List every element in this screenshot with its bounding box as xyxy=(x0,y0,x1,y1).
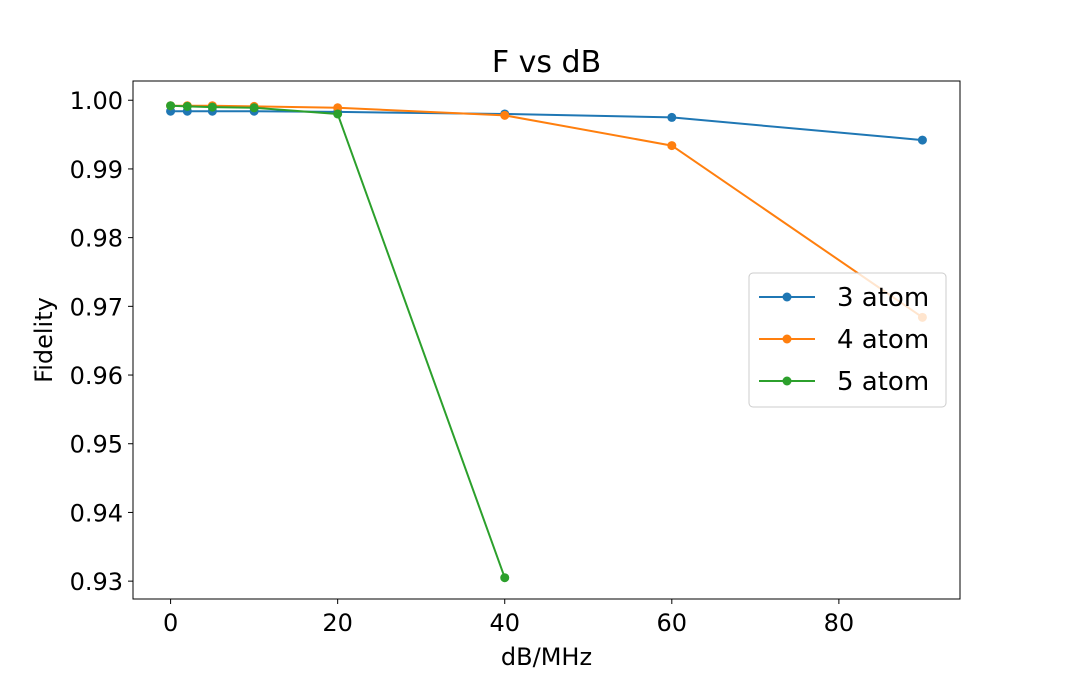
plot-frame xyxy=(132,80,961,600)
legend-marker xyxy=(782,376,792,386)
legend-label: 5 atom xyxy=(837,367,929,397)
x-tick-label: 40 xyxy=(489,609,520,637)
x-tick-label: 80 xyxy=(824,609,855,637)
data-point xyxy=(182,101,192,111)
data-point xyxy=(207,102,217,112)
legend-label: 3 atom xyxy=(837,283,929,313)
data-point xyxy=(333,109,343,119)
y-axis: 0.93 0.94 0.95 0.96 0.97 0.98 0.99 1.00 xyxy=(70,87,133,596)
x-axis-label: dB/MHz xyxy=(501,643,592,671)
legend-item: 3 atom xyxy=(759,283,929,313)
y-axis-label: Fidelity xyxy=(30,297,58,383)
x-tick-label: 0 xyxy=(163,609,178,637)
data-point xyxy=(917,135,927,145)
legend-item: 5 atom xyxy=(759,367,929,397)
data-point xyxy=(333,103,343,113)
y-tick-label: 0.98 xyxy=(70,225,123,253)
legend-marker xyxy=(782,292,792,302)
y-tick-label: 0.97 xyxy=(70,293,123,321)
y-tick-label: 0.95 xyxy=(70,431,123,459)
y-tick-label: 0.96 xyxy=(70,362,123,390)
y-tick-label: 0.93 xyxy=(70,568,123,596)
data-point xyxy=(667,141,677,151)
series-line xyxy=(170,104,506,579)
series-1 xyxy=(166,106,927,145)
series-line xyxy=(170,110,923,142)
chart-title: F vs dB xyxy=(492,45,601,80)
legend: 3 atom 4 atom 5 atom xyxy=(748,272,947,408)
data-point xyxy=(249,103,259,113)
x-axis: 0 20 40 60 80 xyxy=(163,599,854,637)
data-point xyxy=(166,101,176,111)
series-3 xyxy=(166,101,510,583)
legend-box xyxy=(748,272,947,408)
data-point xyxy=(500,573,510,583)
y-tick-label: 1.00 xyxy=(70,87,123,115)
legend-label: 4 atom xyxy=(837,325,929,355)
y-tick-label: 0.99 xyxy=(70,156,123,184)
x-tick-label: 20 xyxy=(322,609,353,637)
x-tick-label: 60 xyxy=(657,609,688,637)
data-point xyxy=(667,112,677,122)
y-tick-label: 0.94 xyxy=(70,499,123,527)
legend-marker xyxy=(782,334,792,344)
data-point xyxy=(500,110,510,120)
series-layer xyxy=(166,101,927,583)
legend-item: 4 atom xyxy=(759,325,929,355)
